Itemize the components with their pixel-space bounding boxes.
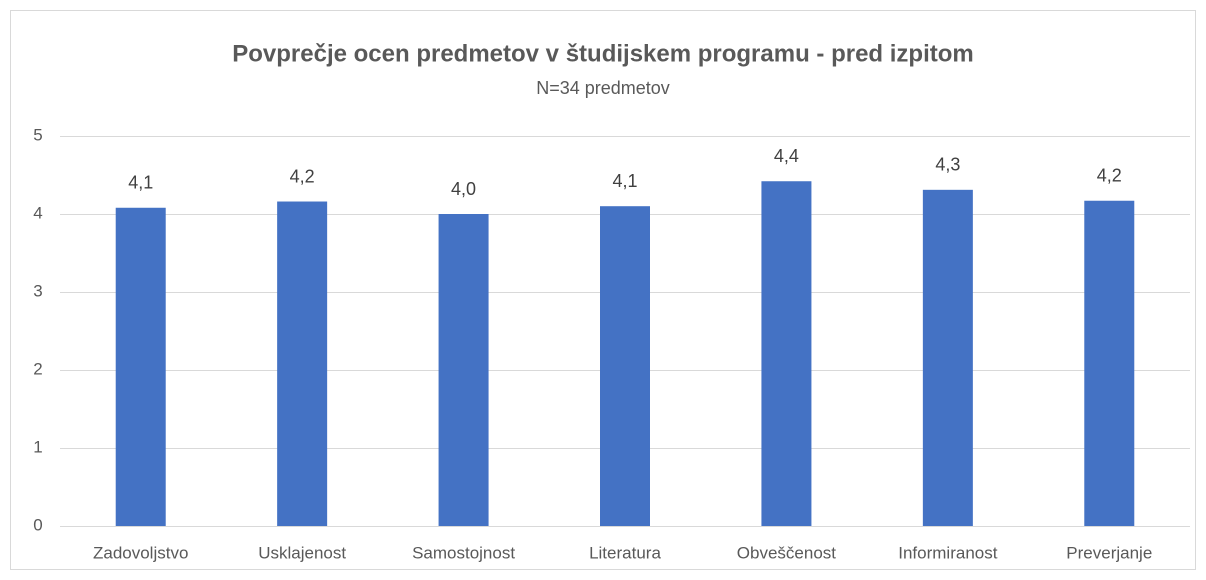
y-tick-label: 3: [33, 281, 42, 300]
data-label: 4,2: [290, 166, 315, 186]
bar: [438, 214, 489, 526]
y-tick-label: 4: [33, 203, 42, 222]
data-label: 4,1: [612, 171, 637, 191]
data-label: 4,2: [1097, 165, 1122, 185]
bar: [277, 201, 328, 526]
x-tick-label: Zadovoljstvo: [93, 543, 188, 562]
x-tick-label: Obveščenost: [737, 543, 836, 562]
bar: [115, 207, 166, 526]
bar: [761, 181, 812, 527]
bar: [1084, 200, 1135, 527]
data-label: 4,3: [935, 155, 960, 175]
data-label: 4,4: [774, 146, 799, 166]
bar: [600, 206, 650, 526]
x-tick-label: Usklajenost: [258, 543, 346, 562]
x-tick-label: Literatura: [589, 543, 661, 562]
chart-title: Povprečje ocen predmetov v študijskem pr…: [232, 40, 974, 67]
bar: [922, 189, 973, 526]
data-label: 4,1: [128, 173, 153, 193]
y-tick-label: 0: [33, 515, 42, 534]
x-tick-label: Preverjanje: [1066, 543, 1152, 562]
y-tick-label: 1: [33, 437, 42, 456]
x-tick-label: Samostojnost: [412, 543, 515, 562]
y-tick-label: 5: [33, 125, 42, 144]
x-tick-label: Informiranost: [898, 543, 997, 562]
data-label: 4,0: [451, 179, 476, 199]
y-tick-label: 2: [33, 359, 42, 378]
chart-subtitle: N=34 predmetov: [536, 78, 670, 98]
